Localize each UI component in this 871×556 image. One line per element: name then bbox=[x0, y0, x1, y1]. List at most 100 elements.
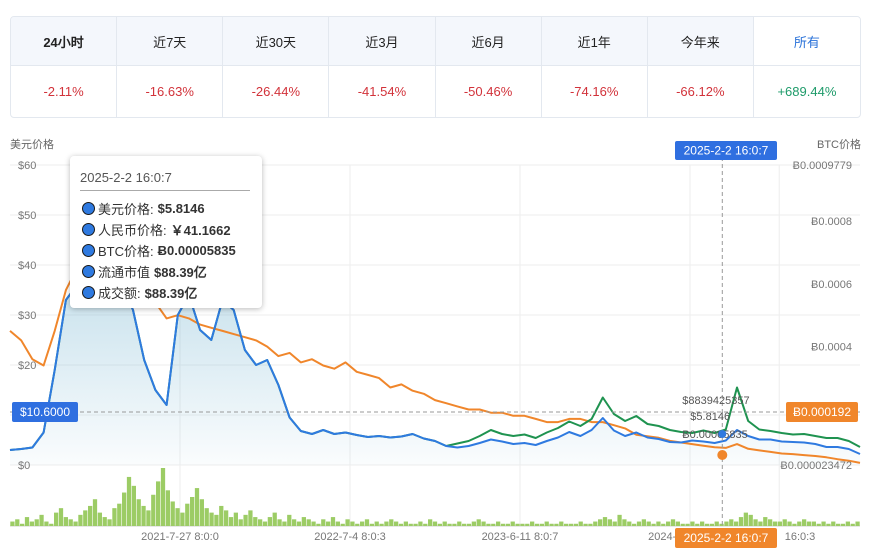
volume-bar bbox=[700, 521, 705, 526]
tooltip-row-label: 人民币价格: bbox=[98, 222, 167, 238]
volume-bar bbox=[836, 523, 841, 526]
volume-bar bbox=[360, 521, 365, 526]
x-tick-label: 2023-6-11 8:0:7 bbox=[482, 531, 559, 543]
volume-bar bbox=[165, 490, 170, 526]
series-marker-icon bbox=[82, 201, 95, 215]
period-column: 24小时 -2.11% bbox=[11, 17, 118, 117]
right-tick-label: Ƀ0.0008 bbox=[811, 216, 852, 228]
volume-bar bbox=[413, 523, 418, 526]
tooltip-row: 人民币价格: ￥41.1662 bbox=[82, 219, 231, 239]
volume-bar bbox=[146, 510, 151, 526]
volume-bar bbox=[379, 523, 384, 526]
volume-bar bbox=[690, 521, 695, 526]
volume-bar bbox=[156, 481, 161, 526]
crosshair-btc-badge-bg bbox=[786, 402, 858, 422]
volume-bar bbox=[627, 521, 632, 526]
volume-bar bbox=[743, 512, 748, 526]
period-tab[interactable]: 24小时 bbox=[11, 17, 117, 66]
volume-bar bbox=[520, 523, 525, 526]
volume-bar bbox=[530, 521, 535, 526]
volume-bar bbox=[758, 521, 763, 526]
period-tab[interactable]: 今年来 bbox=[647, 17, 753, 66]
volume-bar bbox=[772, 521, 778, 526]
volume-bar bbox=[398, 523, 404, 526]
volume-bar bbox=[525, 523, 530, 526]
volume-bar bbox=[180, 512, 185, 526]
x-axis-date-badge-bg bbox=[675, 528, 777, 548]
volume-bar bbox=[287, 514, 292, 526]
volume-bar bbox=[311, 521, 316, 526]
volume-bar bbox=[811, 521, 816, 526]
period-tab[interactable]: 所有 bbox=[753, 17, 860, 66]
volume-bar bbox=[452, 523, 457, 526]
volume-bar bbox=[350, 521, 355, 526]
chart-tooltip: 2025-2-2 16:0:7 美元价格: $5.8146 人民币价格: ￥41.16… bbox=[70, 156, 262, 308]
performance-table: 24小时 -2.11% 近7天 -16.63% 近30天 -26.44% 近3月 -41.54… bbox=[10, 16, 861, 118]
volume-bar bbox=[738, 517, 744, 526]
crosshair-price-badge-bg bbox=[12, 402, 78, 422]
volume-bar bbox=[656, 521, 661, 526]
volume-bar bbox=[63, 517, 68, 526]
left-tick-label: $0 bbox=[18, 460, 30, 472]
volume-bar bbox=[845, 521, 850, 526]
period-tab[interactable]: 近1年 bbox=[541, 17, 647, 66]
volume-bar bbox=[729, 519, 734, 526]
volume-bar bbox=[24, 517, 30, 526]
volume-bar bbox=[568, 523, 574, 526]
right-tick-label: Ƀ0.0004 bbox=[811, 342, 852, 354]
volume-bar bbox=[685, 523, 690, 526]
point-annotation: $5.8146 bbox=[690, 411, 730, 423]
right-axis-label: BTC价格 bbox=[817, 137, 861, 151]
period-tab[interactable]: 近3月 bbox=[329, 17, 435, 66]
volume-bar bbox=[612, 521, 617, 526]
volume-bar bbox=[840, 523, 846, 526]
volume-bar bbox=[321, 519, 326, 526]
volume-bar bbox=[364, 519, 370, 526]
crosshair-date-badge: 2025-2-2 16:0:7 bbox=[675, 141, 777, 160]
volume-bar bbox=[670, 519, 676, 526]
volume-bar bbox=[175, 508, 180, 526]
period-column: 近6月 -50.46% bbox=[435, 17, 542, 117]
period-change-value: -50.46% bbox=[463, 84, 513, 99]
right-tick-label: Ƀ0.0009779 bbox=[793, 160, 852, 172]
volume-bar bbox=[389, 519, 394, 526]
volume-bar bbox=[233, 512, 238, 526]
volume-bar bbox=[39, 514, 44, 526]
volume-bar bbox=[559, 521, 564, 526]
volume-bar bbox=[345, 519, 350, 526]
period-tab[interactable]: 近30天 bbox=[223, 17, 329, 66]
volume-bar bbox=[151, 494, 156, 526]
volume-bar bbox=[782, 519, 787, 526]
volume-bar bbox=[768, 519, 773, 526]
volume-bar bbox=[102, 517, 107, 526]
volume-bar bbox=[428, 519, 433, 526]
period-tab[interactable]: 近6月 bbox=[435, 17, 541, 66]
volume-bar bbox=[651, 523, 656, 526]
volume-bar bbox=[194, 488, 200, 526]
tooltip-divider bbox=[80, 190, 250, 191]
x-tick-label: 2022-7-4 8:0:3 bbox=[314, 531, 386, 543]
price-chart[interactable]: 美元价格 BTC价格 $60$50$40$30$20$10$0Ƀ0.000977… bbox=[0, 130, 871, 556]
tooltip-row-value: Ƀ0.00005835 bbox=[157, 242, 236, 258]
volume-bar bbox=[481, 521, 486, 526]
volume-bar bbox=[593, 521, 598, 526]
period-change-value: -26.44% bbox=[251, 84, 301, 99]
period-column: 所有 +689.44% bbox=[753, 17, 860, 117]
tooltip-row: 成交额: $88.39亿 bbox=[82, 282, 197, 302]
volume-bar bbox=[267, 517, 272, 526]
left-tick-label: $50 bbox=[18, 210, 36, 222]
left-tick-label: $60 bbox=[18, 160, 36, 172]
volume-bar bbox=[277, 519, 282, 526]
volume-bar bbox=[515, 523, 520, 526]
volume-bar bbox=[850, 523, 855, 526]
period-column: 今年来 -66.12% bbox=[647, 17, 754, 117]
tooltip-row-value: $88.39亿 bbox=[154, 264, 207, 280]
series-marker-icon bbox=[82, 285, 95, 299]
volume-bar bbox=[632, 523, 637, 526]
volume-bar bbox=[199, 499, 204, 526]
period-tab[interactable]: 近7天 bbox=[117, 17, 223, 66]
x-tick-label: 2021-7-27 8:0:0 bbox=[141, 531, 219, 543]
volume-bar bbox=[607, 519, 612, 526]
right-tick-label: Ƀ0.000023472 bbox=[780, 460, 852, 472]
x-tick-label-partial: 16:0:3 bbox=[785, 531, 816, 543]
